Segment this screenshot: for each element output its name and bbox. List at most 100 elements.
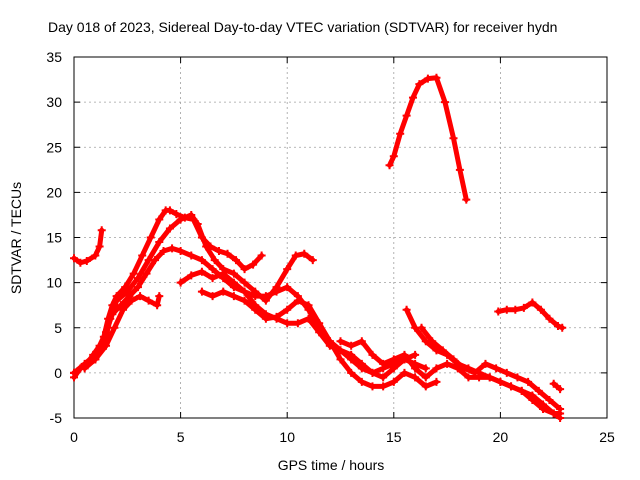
data-point xyxy=(251,305,260,314)
data-point xyxy=(76,258,85,267)
data-point xyxy=(193,219,202,228)
data-point xyxy=(119,305,128,314)
data-point xyxy=(379,359,388,368)
data-point xyxy=(481,359,490,368)
data-point xyxy=(432,364,441,373)
data-point xyxy=(411,350,420,359)
data-point xyxy=(315,319,324,328)
data-point xyxy=(423,74,432,83)
data-point xyxy=(240,287,249,296)
data-point xyxy=(336,337,345,346)
x-tick-label: 5 xyxy=(177,429,185,445)
data-point xyxy=(402,111,411,120)
x-tick-label: 0 xyxy=(70,429,78,445)
data-point xyxy=(101,328,110,337)
data-point xyxy=(240,265,249,274)
data-point xyxy=(336,355,345,364)
data-point xyxy=(389,377,398,386)
data-point xyxy=(300,249,309,258)
data-point xyxy=(432,377,441,386)
data-point xyxy=(283,305,292,314)
data-point xyxy=(421,373,430,382)
data-point xyxy=(534,386,543,395)
data-point xyxy=(400,368,409,377)
data-point xyxy=(202,242,211,251)
data-point xyxy=(97,226,106,235)
data-point xyxy=(138,251,147,260)
data-point xyxy=(223,249,232,258)
data-point xyxy=(110,323,119,332)
data-point xyxy=(232,256,241,265)
data-point xyxy=(176,247,185,256)
data-point xyxy=(293,319,302,328)
data-point xyxy=(91,251,100,260)
y-tick-label: 10 xyxy=(46,275,62,291)
data-point xyxy=(513,373,522,382)
x-tick-label: 20 xyxy=(493,429,509,445)
data-point xyxy=(357,377,366,386)
data-series-track-5 xyxy=(80,292,164,373)
data-point xyxy=(347,355,356,364)
data-point xyxy=(470,368,479,377)
data-point xyxy=(153,301,162,310)
axis-ticks: 0 5 10 15 20 25 -5 0 5 10 15 20 25 30 35 xyxy=(46,49,615,445)
data-point xyxy=(80,364,89,373)
data-point xyxy=(438,346,447,355)
data-point xyxy=(159,247,168,256)
data-marks xyxy=(70,73,567,422)
data-point xyxy=(133,283,142,292)
data-point xyxy=(558,323,567,332)
data-point xyxy=(411,373,420,382)
data-series-track-13 xyxy=(549,379,565,394)
data-point xyxy=(155,292,164,301)
data-point xyxy=(545,314,554,323)
data-point xyxy=(91,355,100,364)
data-point xyxy=(214,247,223,256)
y-tick-label: 30 xyxy=(46,94,62,110)
data-point xyxy=(70,368,78,377)
data-point xyxy=(408,93,417,102)
y-axis-label: SDTVAR / TECUs xyxy=(8,181,24,295)
data-point xyxy=(368,382,377,391)
data-point xyxy=(517,386,526,395)
data-point xyxy=(125,292,134,301)
data-point xyxy=(485,373,494,382)
data-point xyxy=(402,305,411,314)
data-point xyxy=(385,161,394,170)
data-point xyxy=(411,364,420,373)
y-tick-label: 5 xyxy=(54,320,62,336)
grid-lines xyxy=(74,57,607,418)
data-point xyxy=(219,269,228,278)
data-series-track-12 xyxy=(494,298,567,332)
y-tick-label: 25 xyxy=(46,139,62,155)
data-point xyxy=(208,274,217,283)
data-point xyxy=(70,254,78,263)
data-point xyxy=(165,224,174,233)
data-point xyxy=(187,210,196,219)
data-point xyxy=(528,395,537,404)
data-point xyxy=(144,296,153,305)
data-point xyxy=(519,303,528,312)
data-point xyxy=(494,307,503,316)
data-point xyxy=(272,312,281,321)
data-point xyxy=(549,379,558,388)
series-line xyxy=(495,299,565,331)
data-point xyxy=(415,80,424,89)
data-point xyxy=(449,355,458,364)
data-series-track-8 xyxy=(336,337,565,422)
data-point xyxy=(283,265,292,274)
data-point xyxy=(304,314,313,323)
data-point xyxy=(502,368,511,377)
y-tick-label: 35 xyxy=(46,49,62,65)
data-point xyxy=(197,287,206,296)
data-point xyxy=(357,364,366,373)
data-point xyxy=(524,377,533,386)
data-point xyxy=(502,305,511,314)
data-point xyxy=(176,278,185,287)
data-point xyxy=(219,287,228,296)
data-point xyxy=(249,260,258,269)
data-point xyxy=(229,278,238,287)
data-point xyxy=(379,373,388,382)
data-point xyxy=(308,256,317,265)
data-point xyxy=(462,195,471,204)
